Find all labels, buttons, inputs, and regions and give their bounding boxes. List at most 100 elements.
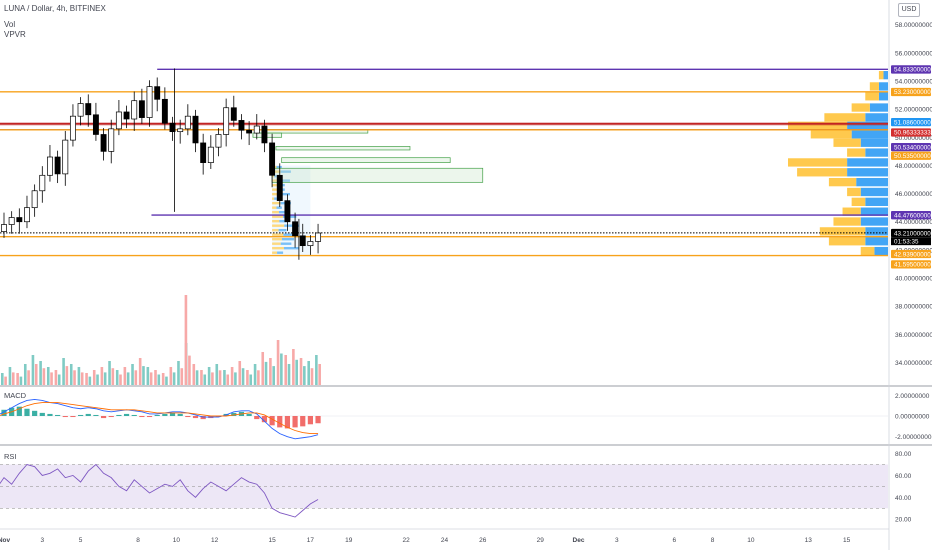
- price-level-tag-bg: [891, 142, 931, 152]
- volume-bar: [126, 372, 130, 385]
- rsi-axis-tick-label: 60.00: [895, 473, 912, 480]
- vpvr-sell-bar: [788, 121, 848, 130]
- rsi-line: [0, 463, 319, 518]
- price-level-tag-text: 51.08600000: [894, 119, 931, 126]
- price-axis-tick-label: 56.00000000: [895, 50, 932, 57]
- volume-bar: [1, 373, 4, 385]
- vpvr-buy-bar: [865, 113, 888, 122]
- volume-bar: [77, 367, 81, 385]
- candle-body: [85, 103, 92, 116]
- macd-histogram-bar: [62, 416, 68, 418]
- vpvr-sell-bar: [851, 197, 866, 206]
- rsi-axis-tick-label: 40.00: [895, 495, 912, 502]
- volume-bar: [310, 368, 314, 385]
- indicator-vol-label[interactable]: Vol: [4, 20, 16, 29]
- volume-bar: [161, 373, 165, 385]
- vpvr-sell-bar: [819, 227, 866, 236]
- price-level-tag-text: 43.21000000: [894, 230, 931, 237]
- candle-body: [131, 100, 138, 120]
- countdown-text: 01:53:35: [894, 238, 919, 245]
- vpvr-sell-bar: [824, 113, 866, 122]
- session-vp-bar: [272, 192, 281, 196]
- currency-selector[interactable]: USD: [898, 3, 920, 17]
- price-level-tag: 54.83300000: [891, 65, 931, 74]
- volume-bar: [287, 364, 291, 385]
- price-level-tag-bg: [891, 249, 931, 259]
- macd-histogram-bar: [315, 416, 321, 424]
- volume-bar: [207, 367, 211, 385]
- volume-bar: [123, 367, 127, 385]
- session-vp-bar: [272, 251, 278, 254]
- volume-bar: [138, 358, 142, 385]
- macd-histogram-bar: [39, 412, 45, 416]
- volume-bar: [303, 366, 306, 385]
- volume-bar: [85, 373, 88, 385]
- vpvr-sell-bar: [860, 246, 875, 256]
- time-axis-tick-label: 8: [136, 537, 140, 544]
- volume-bar: [177, 361, 180, 385]
- candle-body: [192, 115, 199, 144]
- price-level-tag: 50.53400000: [891, 142, 931, 152]
- volume-bar: [280, 353, 283, 385]
- volume-bar: [192, 364, 196, 385]
- vpvr-buy-bar: [851, 130, 888, 139]
- session-vp-bar: [280, 242, 292, 245]
- indicator-vpvr-label[interactable]: VPVR: [4, 30, 26, 39]
- price-axis-tick-label: 52.00000000: [895, 107, 932, 114]
- session-vp-bar: [272, 224, 285, 227]
- vpvr-buy-bar: [847, 168, 888, 177]
- price-level-tag-text: 50.53400000: [894, 144, 931, 151]
- vpvr-buy-bar: [865, 237, 888, 246]
- volume-bar: [50, 372, 53, 385]
- price-level-tag: 41.59500000: [891, 260, 931, 269]
- time-axis-tick-label: 6: [672, 537, 676, 544]
- volume-bar: [108, 361, 111, 385]
- candle-body: [177, 128, 184, 133]
- session-vp-bar: [272, 237, 283, 241]
- volume-bar: [142, 366, 145, 385]
- session-vp-bar: [272, 201, 281, 205]
- vpvr-buy-bar: [865, 227, 888, 236]
- price-axis-tick-label: 40.00000000: [895, 276, 932, 283]
- candle-body: [284, 200, 291, 223]
- volume-bar: [69, 364, 73, 385]
- price-axis-tick-label: 38.00000000: [895, 304, 932, 311]
- volume-bar: [272, 366, 275, 385]
- vpvr-buy-bar: [883, 71, 888, 80]
- vpvr-sell-bar: [828, 177, 857, 187]
- price-level-tag-text: 44.47600000: [894, 212, 931, 219]
- session-vp-bar: [283, 247, 299, 250]
- time-axis-tick-label: 13: [805, 537, 813, 544]
- vpvr-buy-bar: [856, 177, 888, 187]
- price-axis-tick-label: 58.00000000: [895, 22, 932, 29]
- candle-body: [215, 134, 222, 148]
- vpvr-buy-bar: [874, 246, 888, 256]
- rsi-axis-tick-label: 20.00: [895, 517, 912, 524]
- volume-bar: [200, 370, 203, 385]
- macd-histogram-bar: [146, 416, 153, 418]
- time-axis-tick-label: 15: [268, 537, 276, 544]
- chart-title[interactable]: LUNA / Dollar, 4h, BITFINEX: [4, 4, 106, 13]
- macd-histogram-bar: [78, 414, 84, 416]
- macd-axis-tick-label: 0.00000000: [895, 414, 930, 421]
- volume-bar: [211, 372, 214, 385]
- price-level-tag: 42.93900000: [891, 249, 931, 259]
- candle-body: [253, 125, 260, 134]
- macd-histogram-bar: [116, 414, 122, 416]
- volume-bar: [27, 370, 30, 385]
- session-vp-bar: [272, 188, 278, 191]
- time-axis-tick-label: 12: [211, 537, 219, 544]
- volume-bar-spike: [184, 295, 188, 385]
- volume-bar: [88, 376, 92, 385]
- time-axis-tick-label: 24: [441, 537, 449, 544]
- candle-body: [1, 224, 7, 232]
- macd-histogram-bar: [185, 416, 191, 418]
- volume-bar: [246, 370, 249, 385]
- macd-histogram-bar: [32, 410, 38, 416]
- session-vp-bar: [282, 237, 295, 241]
- vpvr-buy-bar: [865, 197, 888, 206]
- price-level-tag: 50.53500000: [891, 151, 931, 160]
- candle-body: [24, 207, 30, 223]
